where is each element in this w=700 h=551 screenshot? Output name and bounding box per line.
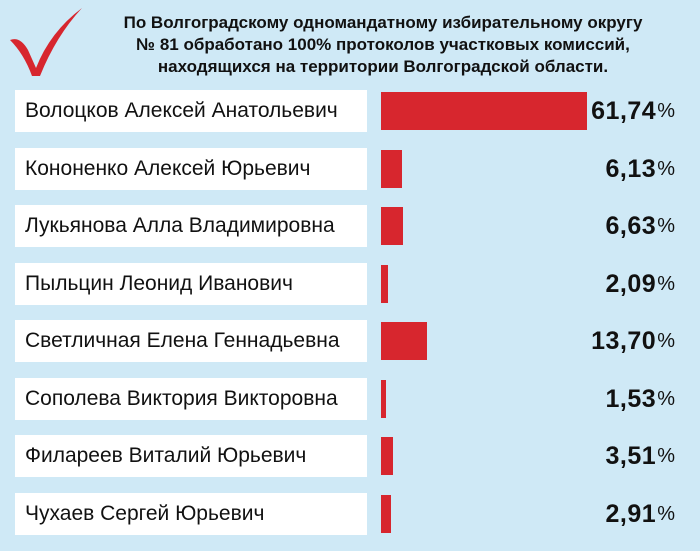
percent-sign: % <box>657 99 675 122</box>
title-line-3: находящихся на территории Волгоградской … <box>157 57 609 76</box>
result-bar <box>381 92 587 130</box>
result-bar <box>381 150 402 188</box>
result-value: 6,13% <box>606 148 675 190</box>
result-bar <box>381 437 393 475</box>
checkmark-icon <box>10 8 82 76</box>
result-bar <box>381 495 391 533</box>
result-value-number: 6,13 <box>605 154 657 183</box>
result-value: 13,70% <box>591 320 675 362</box>
title-line-2: № 81 обработано 100% протоколов участков… <box>136 35 630 54</box>
percent-sign: % <box>657 214 675 237</box>
candidate-row: Светличная Елена Геннадьевна 13,70% <box>15 320 695 362</box>
candidate-row: Чухаев Сергей Юрьевич 2,91% <box>15 493 695 535</box>
page-title: По Волгоградскому одномандатному избират… <box>78 12 688 78</box>
candidate-row: Сополева Виктория Викторовна 1,53% <box>15 378 695 420</box>
result-bar <box>381 207 404 245</box>
result-value: 61,74% <box>591 90 675 132</box>
result-bar <box>381 265 388 303</box>
result-bar <box>381 380 387 418</box>
result-value-number: 61,74 <box>591 96 657 125</box>
percent-sign: % <box>657 329 675 352</box>
candidate-row: Кононенко Алексей Юрьевич 6,13% <box>15 148 695 190</box>
result-value-number: 13,70 <box>591 326 657 355</box>
result-bar <box>381 322 427 360</box>
result-value-number: 2,09 <box>605 269 657 298</box>
title-line-1: По Волгоградскому одномандатному избират… <box>123 13 643 32</box>
candidate-name: Светличная Елена Геннадьевна <box>15 320 367 362</box>
percent-sign: % <box>657 502 675 525</box>
percent-sign: % <box>657 444 675 467</box>
percent-sign: % <box>657 157 675 180</box>
result-value: 2,91% <box>606 493 675 535</box>
candidate-name: Волоцков Алексей Анатольевич <box>15 90 367 132</box>
candidate-row: Волоцков Алексей Анатольевич 61,74% <box>15 90 695 132</box>
candidate-name: Пыльцин Леонид Иванович <box>15 263 367 305</box>
candidate-row: Лукьянова Алла Владимировна 6,63% <box>15 205 695 247</box>
result-value: 1,53% <box>606 378 675 420</box>
percent-sign: % <box>657 387 675 410</box>
percent-sign: % <box>657 272 675 295</box>
candidate-row: Пыльцин Леонид Иванович 2,09% <box>15 263 695 305</box>
candidate-name: Филареев Виталий Юрьевич <box>15 435 367 477</box>
candidate-name: Чухаев Сергей Юрьевич <box>15 493 367 535</box>
candidate-row: Филареев Виталий Юрьевич 3,51% <box>15 435 695 477</box>
result-value: 2,09% <box>606 263 675 305</box>
result-value-number: 6,63 <box>605 211 657 240</box>
result-value-number: 3,51 <box>605 441 657 470</box>
candidate-name: Кононенко Алексей Юрьевич <box>15 148 367 190</box>
result-value-number: 2,91 <box>605 499 657 528</box>
candidate-name: Сополева Виктория Викторовна <box>15 378 367 420</box>
result-value: 3,51% <box>606 435 675 477</box>
result-value: 6,63% <box>606 205 675 247</box>
result-value-number: 1,53 <box>605 384 657 413</box>
candidate-name: Лукьянова Алла Владимировна <box>15 205 367 247</box>
